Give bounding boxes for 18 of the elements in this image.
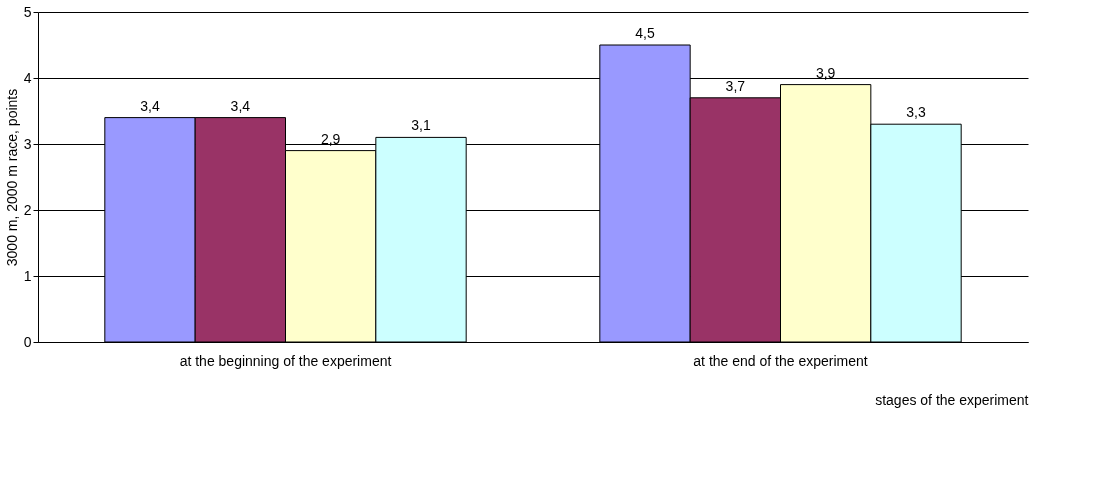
data-label: 3,3 [906,104,926,121]
y-tick-label: 2 [23,201,32,218]
data-label: 4,5 [635,25,655,41]
y-tick-label: 4 [23,69,32,86]
data-label: 3,1 [411,117,431,134]
y-tick-label: 5 [23,3,32,20]
data-label: 3,4 [140,97,160,114]
data-label: 3,9 [815,64,836,81]
y-axis-title: 3000 m, 2000 m race, points [3,88,20,267]
y-tick-label: 1 [23,267,32,284]
data-label: 3,7 [725,77,746,94]
y-tick-label: 3 [23,135,32,152]
x-axis-title: stages of the experiment [875,391,1029,408]
y-tick-label: 0 [23,333,32,350]
data-label: 3,4 [230,97,251,114]
x-tick-label: at the end of the experiment [693,352,868,369]
x-tick-label: at the beginning of the experiment [179,352,392,369]
data-label: 2,9 [320,130,341,147]
